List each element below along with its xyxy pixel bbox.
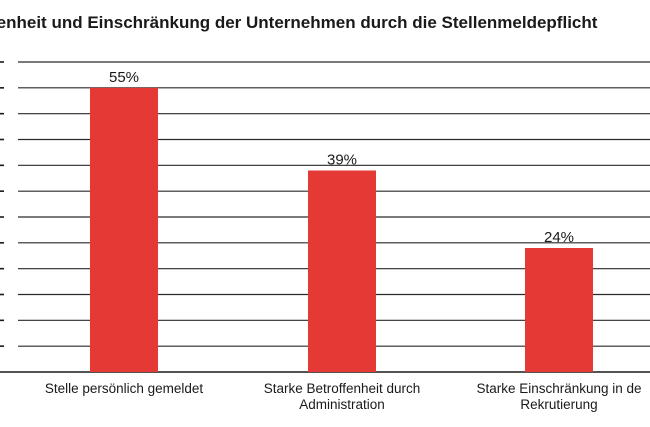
data-label-3: 24% — [544, 229, 574, 246]
category-label-line: Starke Einschränkung in de — [476, 381, 641, 396]
category-label-layer: Stelle persönlich gemeldet Starke Betroff… — [45, 381, 642, 412]
data-label-1: 55% — [109, 69, 139, 86]
bar-layer — [90, 87, 593, 372]
category-label-line: Stelle persönlich gemeldet — [45, 381, 204, 396]
category-label-3: Starke Einschränkung in de Rekrutierung — [476, 381, 641, 412]
category-label-1: Stelle persönlich gemeldet — [45, 381, 204, 396]
bar-1 — [90, 87, 158, 372]
chart-title: fenheit und Einschränkung der Unternehme… — [0, 13, 598, 32]
category-label-line: Administration — [299, 397, 385, 412]
bar-2 — [308, 170, 376, 372]
category-label-line: Rekrutierung — [520, 397, 597, 412]
data-label-2: 39% — [327, 152, 357, 169]
category-label-line: Starke Betroffenheit durch — [264, 381, 421, 396]
bar-3 — [525, 248, 593, 372]
y-axis-ticks — [0, 61, 4, 347]
data-label-layer: 55% 39% 24% — [109, 69, 574, 246]
category-label-2: Starke Betroffenheit durch Administration — [264, 381, 421, 412]
